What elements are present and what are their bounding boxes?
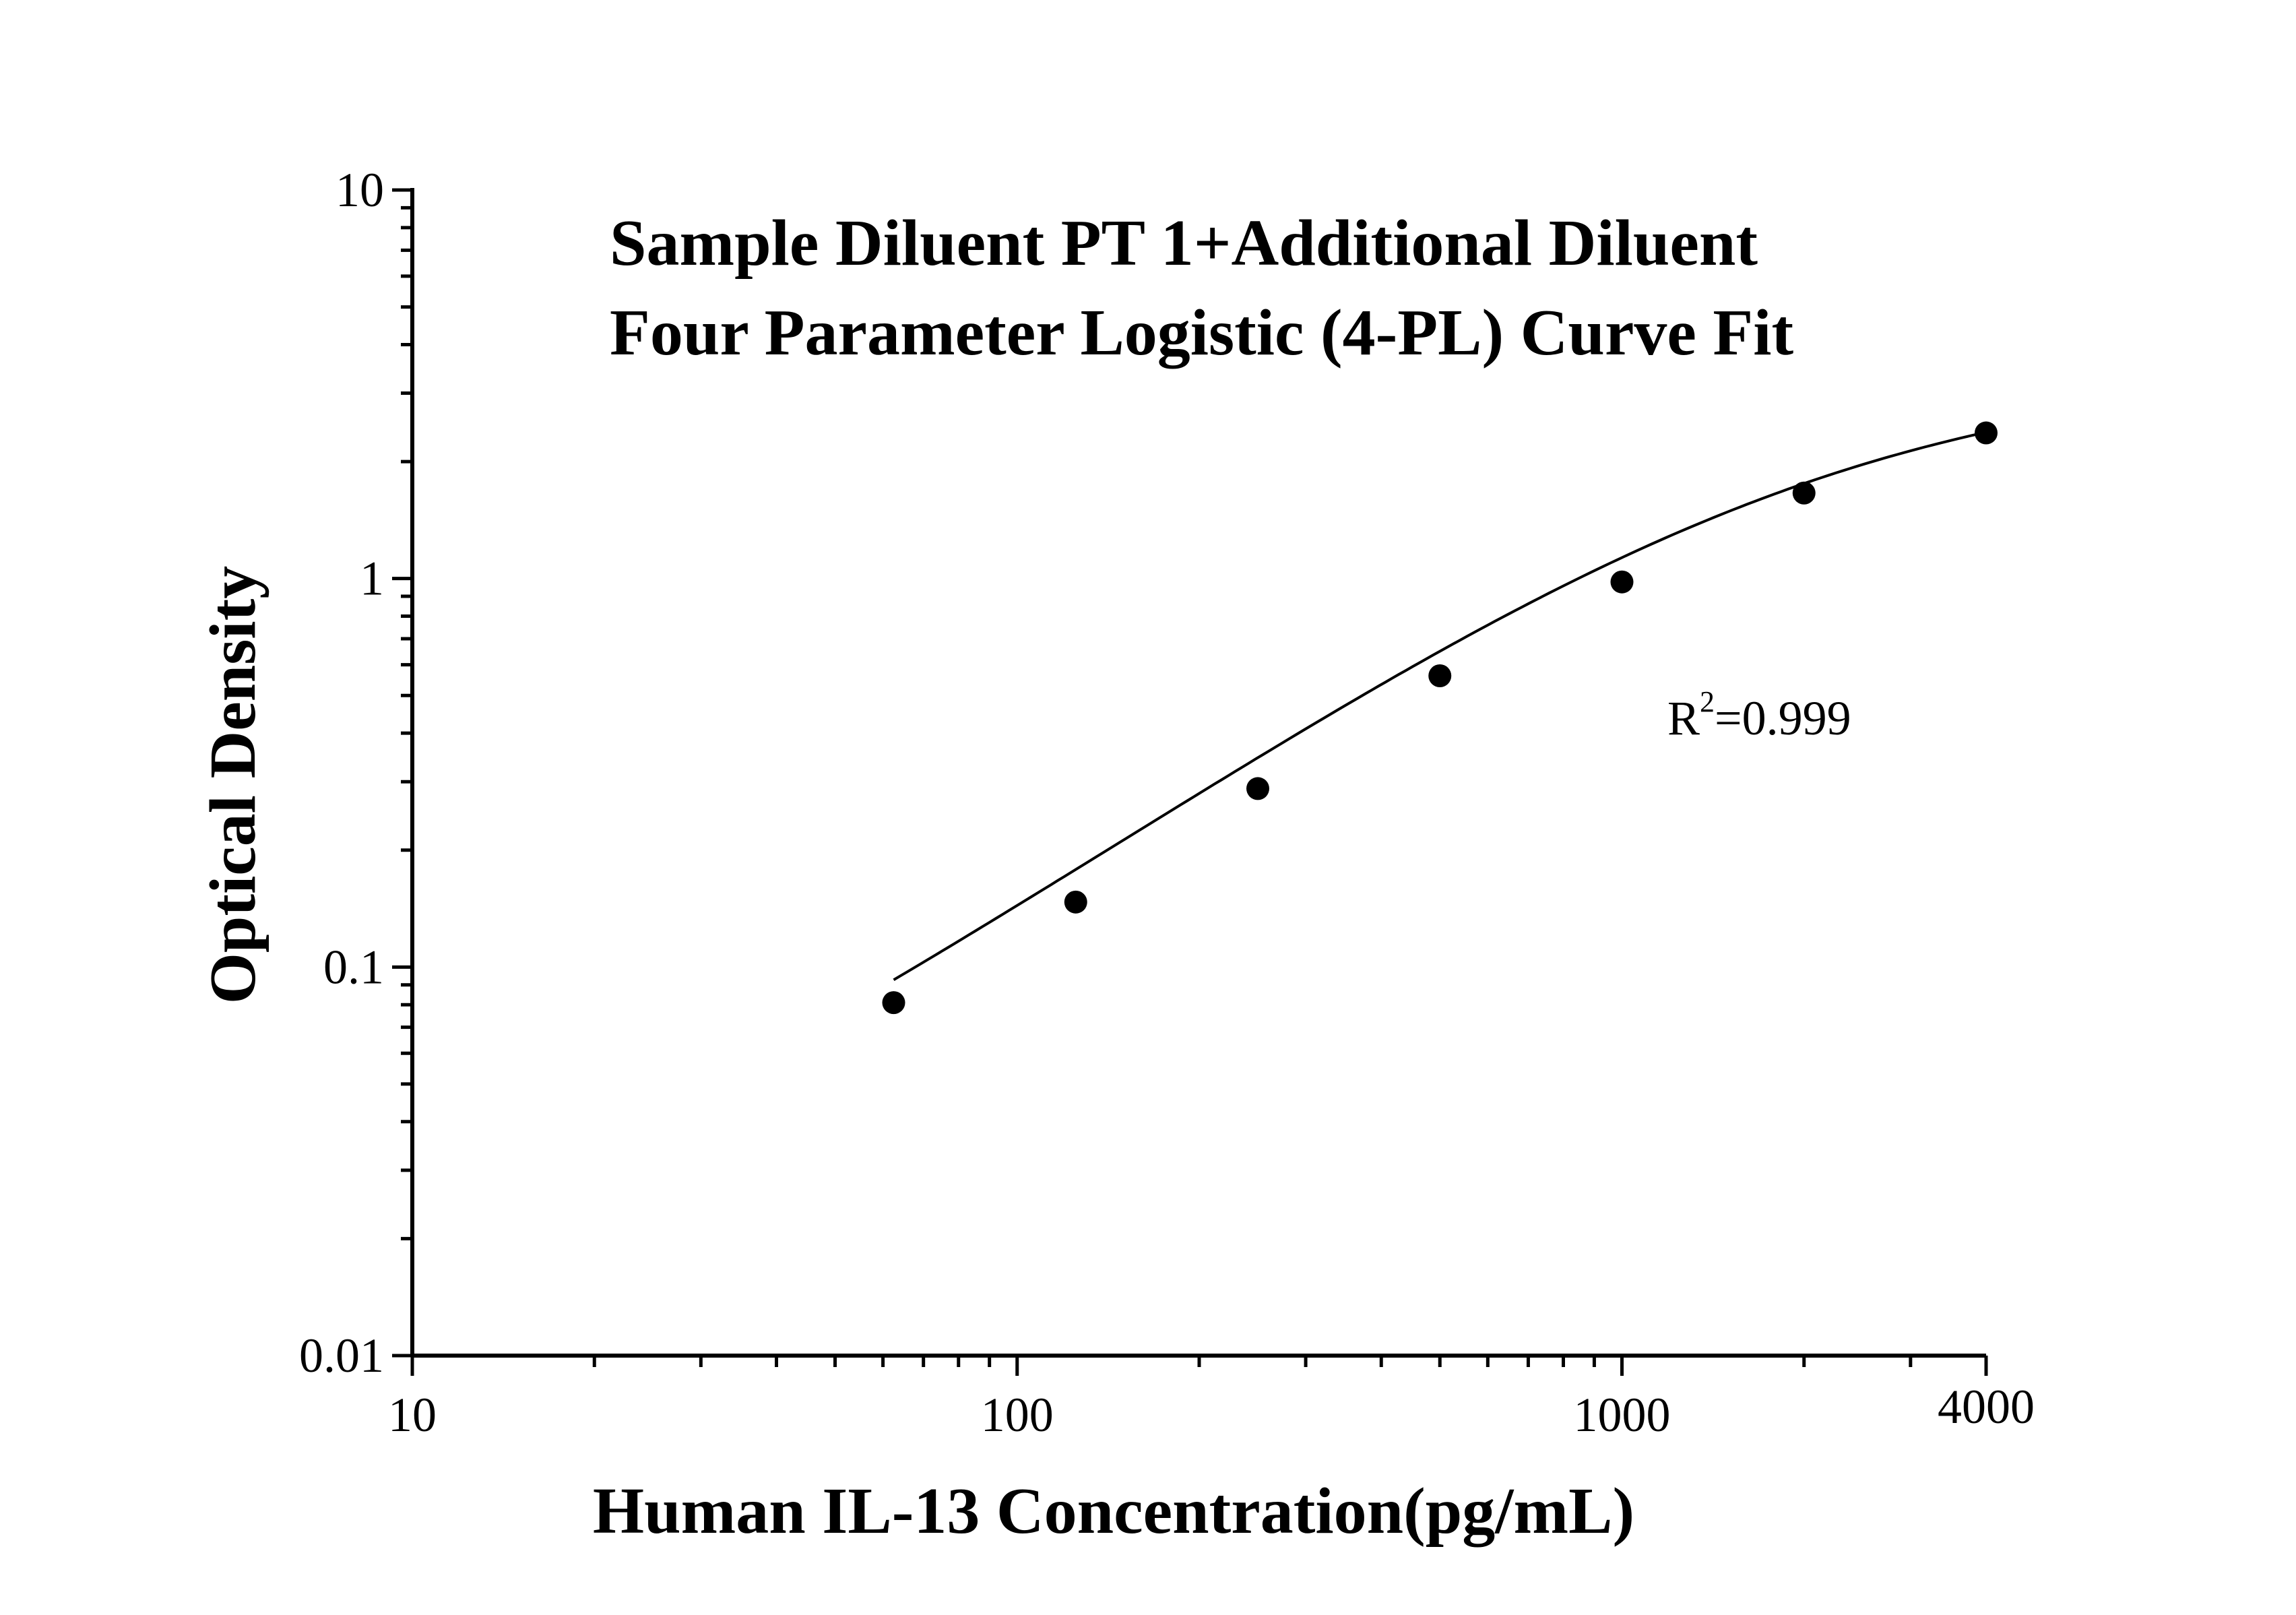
data-point [1610,570,1634,594]
chart-title-line-1: Sample Diluent PT 1+Additional Diluent [610,207,1758,280]
y-tick-label: 0.1 [323,940,384,994]
data-point [1792,481,1816,505]
x-tick-label: 10 [388,1388,437,1442]
data-point [1975,421,1998,445]
r-squared-prefix: R [1667,691,1700,745]
x-tick-label: 100 [981,1388,1054,1442]
r-squared-annotation: R2=0.999 [1667,685,1851,745]
x-axis-title: Human IL-13 Concentration(pg/mL) [593,1475,1634,1548]
r-squared-superscript: 2 [1700,685,1715,718]
x-tick-label: 4000 [1938,1380,2035,1434]
axis-tick-labels: 0.01 0.1 1 10 10 100 1000 4000 [299,163,2035,1442]
data-point [1428,664,1452,687]
x-tick-label: 1000 [1574,1388,1671,1442]
data-point [882,991,905,1015]
y-tick-label: 0.01 [299,1329,384,1383]
data-points [882,421,1998,1015]
chart-title-line-2: Four Parameter Logistic (4-PL) Curve Fit [610,296,1794,369]
axis-ticks [392,188,1988,1376]
y-tick-label: 1 [360,552,384,606]
y-tick-label: 10 [336,163,384,217]
data-point [1246,777,1270,800]
r-squared-value: =0.999 [1715,691,1851,745]
chart-title: Sample Diluent PT 1+Additional Diluent F… [610,207,1794,369]
y-axis-title: Optical Density [197,566,269,1005]
data-point [1064,890,1087,914]
